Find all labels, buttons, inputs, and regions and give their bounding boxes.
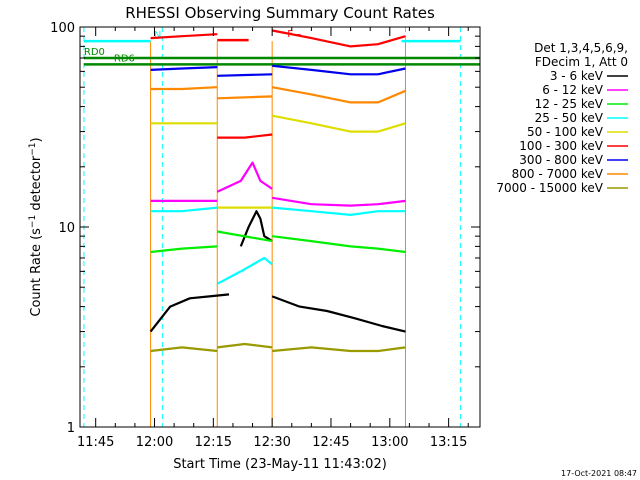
- x-tick-label-13-00: 13:00: [371, 435, 408, 450]
- legend-label-3-6-kev: 3 - 6 keV: [550, 69, 604, 83]
- series-line-25-50-kev-seg3: [272, 206, 406, 216]
- flag-label-rd6: RD6: [114, 53, 135, 64]
- legend-item-100-300-kev: 100 - 300 keV: [519, 139, 628, 153]
- series-line-7000-15000-kev-seg3: [272, 346, 406, 353]
- x-tick-label-12-00: 12:00: [136, 435, 173, 450]
- x-axis-label: Start Time (23-May-11 11:43:02): [173, 457, 387, 472]
- series-300-800-kev: [150, 64, 406, 77]
- series-line-3-6-kev-seg1: [149, 293, 230, 333]
- legend-item-300-800-kev: 300 - 800 keV: [519, 153, 628, 167]
- legend-label-300-800-kev: 300 - 800 keV: [519, 153, 603, 167]
- legend-item-6-12-kev: 6 - 12 keV: [542, 83, 628, 97]
- legend-item-12-25-kev: 12 - 25 keV: [535, 97, 628, 111]
- series-line-25-50-kev-seg2: [216, 256, 273, 285]
- series-line-300-800-kev-seg1: [150, 66, 218, 71]
- series-line-100-300-kev-seg1: [150, 33, 218, 40]
- series-line-12-25-kev-seg3: [272, 235, 406, 254]
- series-line-300-800-kev-seg2: [217, 73, 273, 77]
- series-line-800-7000-kev-seg2: [217, 95, 273, 100]
- axes: 11:45 12:00 12:15 12:30 12:45 13:00 13:15 1 10 10…: [50, 21, 480, 450]
- series-line-300-800-kev-seg3: [272, 64, 406, 76]
- chart-title: RHESSI Observing Summary Count Rates: [125, 4, 435, 22]
- series-3-6-kev: [149, 210, 406, 333]
- series-line-12-25-kev-seg2: [217, 230, 273, 243]
- legend-header-line-1: Det 1,3,4,5,6,9,: [534, 41, 628, 55]
- y-axis-label-end: ): [29, 137, 44, 142]
- series-line-25-50-kev-seg1: [150, 206, 218, 213]
- legend-label-100-300-kev: 100 - 300 keV: [519, 139, 603, 153]
- series-100-300-kev: [150, 29, 406, 139]
- series-line-100-300-kev-seg3: [271, 29, 406, 48]
- series-line-7000-15000-kev-seg2: [217, 342, 273, 349]
- legend-item-25-50-kev: 25 - 50 keV: [535, 111, 628, 125]
- footer-timestamp: 17-Oct-2021 08:47: [561, 469, 637, 478]
- x-tick-label-12-15: 12:15: [195, 435, 232, 450]
- y-tick-label-10: 10: [58, 221, 75, 236]
- y-tick-label-100: 100: [50, 21, 75, 36]
- series-50-100-kev: [150, 114, 406, 209]
- series-line-6-12-kev-seg2: [216, 161, 273, 193]
- series-line-800-7000-kev-seg3: [272, 86, 406, 104]
- y-axis-label-exp2: −1: [28, 142, 38, 155]
- legend-label-7000-15000-kev: 7000 - 15000 keV: [496, 181, 603, 195]
- legend: Det 1,3,4,5,6,9, FDecim 1, Att 0 3 - 6 k…: [496, 41, 628, 195]
- series-line-800-7000-kev-seg1: [150, 86, 218, 91]
- legend-item-800-7000-kev: 800 - 7000 keV: [512, 167, 628, 181]
- series-6-12-kev: [150, 161, 406, 207]
- series-line-100-300-kev-seg2: [217, 133, 273, 139]
- x-tick-label-12-45: 12:45: [312, 435, 349, 450]
- x-tick-label-11-45: 11:45: [77, 435, 114, 450]
- legend-label-6-12-kev: 6 - 12 keV: [542, 83, 604, 97]
- y-axis-label: Count Rate (s−1 detector−1): [28, 137, 44, 316]
- series-line-50-100-kev-seg3: [271, 114, 406, 133]
- series-line-6-12-kev-seg3: [272, 196, 406, 207]
- legend-item-3-6-kev: 3 - 6 keV: [550, 69, 628, 83]
- y-axis-label-main: Count Rate (s: [29, 228, 44, 317]
- legend-label-50-100-kev: 50 - 100 keV: [527, 125, 604, 139]
- series-7000-15000-kev: [150, 342, 406, 353]
- y-axis-label-mid: detector: [29, 155, 44, 215]
- legend-header-line-2: FDecim 1, Att 0: [535, 55, 628, 69]
- legend-item-50-100-kev: 50 - 100 keV: [527, 125, 628, 139]
- y-axis-label-exp1: −1: [28, 215, 38, 228]
- series-25-50-kev: [150, 206, 406, 285]
- series-line-7000-15000-kev-seg1: [150, 346, 218, 353]
- series-800-7000-kev: [150, 86, 406, 104]
- y-tick-label-1: 1: [67, 421, 75, 436]
- series-line-3-6-kev-seg2: [239, 210, 273, 247]
- flag-label-n: N: [154, 30, 161, 41]
- legend-item-7000-15000-kev: 7000 - 15000 keV: [496, 181, 628, 195]
- x-tick-label-12-30: 12:30: [253, 435, 290, 450]
- flag-label-rd0: RD0: [84, 47, 105, 58]
- series-line-12-25-kev-seg1: [150, 245, 218, 254]
- legend-label-25-50-kev: 25 - 50 keV: [535, 111, 604, 125]
- legend-label-800-7000-kev: 800 - 7000 keV: [512, 167, 604, 181]
- legend-label-12-25-kev: 12 - 25 keV: [535, 97, 604, 111]
- x-tick-label-13-15: 13:15: [430, 435, 467, 450]
- series-line-3-6-kev-seg3: [271, 295, 406, 333]
- series-12-25-kev: [150, 230, 406, 254]
